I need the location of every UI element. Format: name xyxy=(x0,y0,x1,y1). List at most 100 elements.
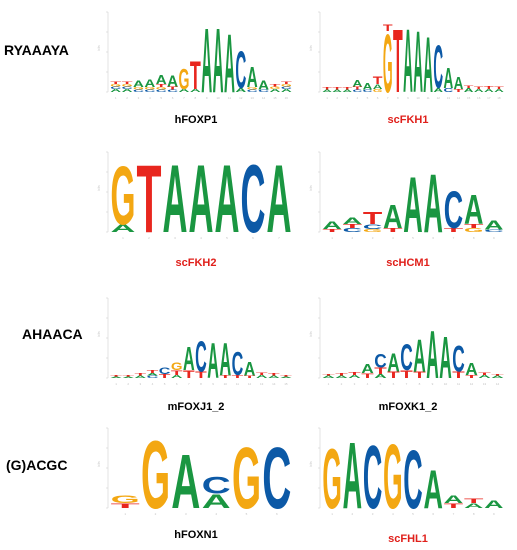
logo-column: TA xyxy=(454,74,464,94)
logo-column: A xyxy=(207,333,219,388)
logo-letter-a: A xyxy=(171,440,200,518)
caption-scfkh1: scFKH1 xyxy=(387,114,429,126)
x-tick-label: 12 xyxy=(248,382,252,386)
logo-letter-t: T xyxy=(464,85,475,89)
x-tick-label: 18 xyxy=(497,96,501,100)
x-tick-label: 2 xyxy=(351,236,353,240)
x-tick-label: 4 xyxy=(215,512,217,516)
logo-letter-a: A xyxy=(464,187,483,233)
logo-letter-a: A xyxy=(215,146,240,242)
x-tick-label: 9 xyxy=(206,96,208,100)
logo-letter-a: A xyxy=(207,333,219,388)
logo-column: AC xyxy=(202,472,231,512)
x-tick-label: 1 xyxy=(115,382,117,386)
sequence-logo-scfhl1: bits G 1 A 2 C 3 G 4 C 5 A 6 T A 7 A T 8 A 9 xyxy=(308,422,508,518)
x-tick-label: 1 xyxy=(328,382,330,386)
logo-column: AT xyxy=(474,86,485,93)
logo-letter-c: C xyxy=(235,42,246,100)
logo-letter-t: T xyxy=(281,81,293,85)
logo-letter-a: A xyxy=(474,88,484,93)
logo-column: GT xyxy=(383,17,394,102)
logo-column: TA xyxy=(383,198,403,235)
x-tick-label: 2 xyxy=(148,236,150,240)
logo-letter-a: A xyxy=(484,498,504,511)
x-tick-label: 10 xyxy=(444,382,448,386)
x-tick-label: 1 xyxy=(326,96,328,100)
logo-letter-c: C xyxy=(452,339,464,381)
x-tick-label: 15 xyxy=(273,96,277,100)
logo-letter-t: T xyxy=(244,375,256,379)
logo-letter-c: C xyxy=(363,223,382,230)
logo-letter-t: T xyxy=(335,373,349,377)
x-tick-label: 7 xyxy=(387,96,389,100)
logo-letter-t: T xyxy=(135,373,147,377)
x-tick-label: 2 xyxy=(126,96,128,100)
logo-column: CA xyxy=(484,218,504,233)
logo-letter-a: A xyxy=(464,87,474,93)
logo-letter-t: T xyxy=(322,374,334,376)
logo-letter-t: T xyxy=(156,83,168,88)
logo-column: TC xyxy=(232,345,244,383)
x-tick-label: 5 xyxy=(226,236,228,240)
logo-column: CGA xyxy=(144,77,156,93)
logo-letter-a: A xyxy=(491,375,504,379)
logo-letter-a: A xyxy=(464,502,483,509)
logo-letter-t: T xyxy=(280,374,292,376)
logo-column: A xyxy=(424,459,443,518)
x-tick-label: 9 xyxy=(493,512,495,516)
caption-mfoxj1-2: mFOXJ1_2 xyxy=(167,401,225,413)
x-tick-label: 15 xyxy=(467,96,471,100)
logo-letter-t: T xyxy=(374,367,387,377)
logo-column: A xyxy=(426,317,438,388)
x-tick-label: 3 xyxy=(346,96,348,100)
motif-label-ryaaaya: RYAAAYA xyxy=(4,42,69,58)
logo-letter-c: C xyxy=(400,337,412,379)
x-tick-label: 3 xyxy=(354,382,356,386)
logo-letter-g: G xyxy=(464,227,483,233)
x-tick-label: 3 xyxy=(139,382,141,386)
logo-column: TC xyxy=(159,366,171,379)
logo-letter-a: A xyxy=(235,87,246,93)
logo-letter-t: T xyxy=(322,228,342,233)
logo-letter-a: A xyxy=(439,325,451,388)
logo-letter-t: T xyxy=(322,87,333,91)
logo-column: ATG xyxy=(171,361,183,379)
x-tick-label: 6 xyxy=(432,236,434,240)
x-tick-label: 11 xyxy=(236,382,239,386)
logo-letter-t: T xyxy=(256,372,268,376)
logo-letter-a: A xyxy=(363,82,373,92)
x-tick-label: 4 xyxy=(392,512,394,516)
sequence-logo-schcm1: bits T A 1 C T A 2 G C T 3 T A 4 A 5 A 6 T C 7 G T A 8 C A 9 xyxy=(308,146,508,242)
logo-letter-a: A xyxy=(484,218,503,233)
logo-letter-t: T xyxy=(387,371,400,381)
logo-letter-a: A xyxy=(269,88,280,93)
x-tick-label: 8 xyxy=(194,96,196,100)
logo-letter-g: G xyxy=(178,63,189,95)
logo-letter-g: G xyxy=(383,17,393,102)
logo-column: CA xyxy=(444,63,454,95)
logo-letter-a: A xyxy=(322,89,332,93)
logo-letter-a: A xyxy=(183,340,195,378)
caption-hfoxp1: hFOXP1 xyxy=(174,114,218,126)
x-tick-label: 7 xyxy=(406,382,408,386)
x-tick-label: 1 xyxy=(115,96,117,100)
logo-column: CTA xyxy=(167,74,179,93)
logo-letter-g: G xyxy=(383,426,402,518)
logo-column: A xyxy=(213,10,224,102)
logo-letter-a: A xyxy=(444,493,464,506)
logo-column: AT xyxy=(494,86,505,93)
logo-letter-c: C xyxy=(403,435,422,518)
logo-column: TC xyxy=(444,181,464,239)
caption-schcm1: scHCM1 xyxy=(386,257,430,269)
caption-hfoxn1: hFOXN1 xyxy=(174,529,218,541)
logo-letter-g: G xyxy=(363,228,382,233)
x-tick-label: 5 xyxy=(367,96,369,100)
x-tick-label: 13 xyxy=(447,96,451,100)
logo-letter-c: C xyxy=(343,227,362,233)
logo-column: C xyxy=(363,429,382,518)
